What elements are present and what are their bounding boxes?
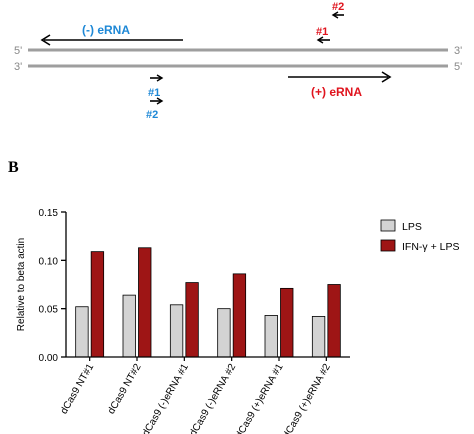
- bar-ifng-lps-4: [232, 273, 247, 358]
- legend-swatch-lps: [380, 219, 396, 232]
- x-tick-label: dCas9 (-)eRNA #2: [188, 362, 239, 434]
- y-tick-label: 0.05: [39, 305, 59, 316]
- guide-plus-2-arrow: [331, 11, 344, 19]
- bar-lps-4: [217, 308, 231, 358]
- guide-plus-2-label: #2: [332, 1, 344, 13]
- bar-ifng-lps-3: [185, 282, 199, 358]
- top-strand-right-label: 3': [454, 45, 462, 57]
- bar-lps-1: [75, 306, 89, 358]
- top-strand-left-label: 5': [14, 45, 22, 57]
- guide-plus-1-label: #1: [316, 26, 328, 38]
- y-axis: 0.00 0.05 0.10 0.15: [39, 208, 67, 364]
- y-tick-label: 0.00: [39, 353, 59, 364]
- legend-label-lps: LPS: [402, 221, 422, 233]
- y-tick-label: 0.10: [39, 256, 59, 267]
- plus-erna-label: (+) eRNA: [311, 85, 362, 99]
- guide-minus-1-label: #1: [148, 87, 160, 99]
- bar-lps-5: [264, 315, 278, 358]
- plus-erna-arrow: [288, 71, 392, 83]
- bar-chart: 0.000.050.100.15 dCas9 NT#1 dCas9 NT#2dCa…: [16, 208, 459, 434]
- x-tick-label: dCas9 (+)eRNA #1: [234, 362, 286, 434]
- guide-plus-1-arrow: [316, 36, 330, 44]
- legend-label-ifng-lps: IFN-γ + LPS: [402, 241, 459, 253]
- bottom-strand-left-label: 3': [14, 61, 22, 73]
- guide-minus-2-arrow: [150, 97, 164, 105]
- guide-minus-2-label: #2: [146, 109, 158, 121]
- erna-diagram: 5' 3' 3' 5' (-) eRNA #2 #1 #1: [14, 1, 462, 121]
- x-tick-label: dCas9 NT#1: [59, 362, 97, 416]
- bar-ifng-lps-1: [90, 251, 105, 358]
- bottom-strand-right-label: 5': [454, 61, 462, 73]
- bar-ifng-lps-5: [280, 287, 294, 358]
- x-tick-label: dCas9 (+)eRNA #2: [281, 362, 333, 434]
- guide-minus-1-arrow: [150, 74, 164, 82]
- x-tick-label: dCas9 (-)eRNA #1: [141, 362, 192, 434]
- bar-ifng-lps-2: [138, 247, 152, 358]
- y-axis-label: Relative to beta actin: [16, 238, 27, 331]
- bar-ifng-lps-6: [327, 284, 341, 358]
- legend-swatch-ifng-lps: [380, 239, 396, 252]
- bar-lps-6: [311, 315, 326, 358]
- x-tick-label: dCas9 NT#2: [106, 362, 144, 416]
- panel-label-b: B: [8, 159, 19, 176]
- y-tick-label: 0.15: [39, 208, 59, 219]
- bar-lps-2: [122, 294, 136, 358]
- legend: LPS IFN-γ + LPS: [380, 219, 459, 253]
- bars: [75, 247, 341, 358]
- minus-erna-label: (-) eRNA: [82, 23, 130, 37]
- minus-erna-arrow: [40, 34, 183, 46]
- bar-lps-3: [169, 304, 184, 358]
